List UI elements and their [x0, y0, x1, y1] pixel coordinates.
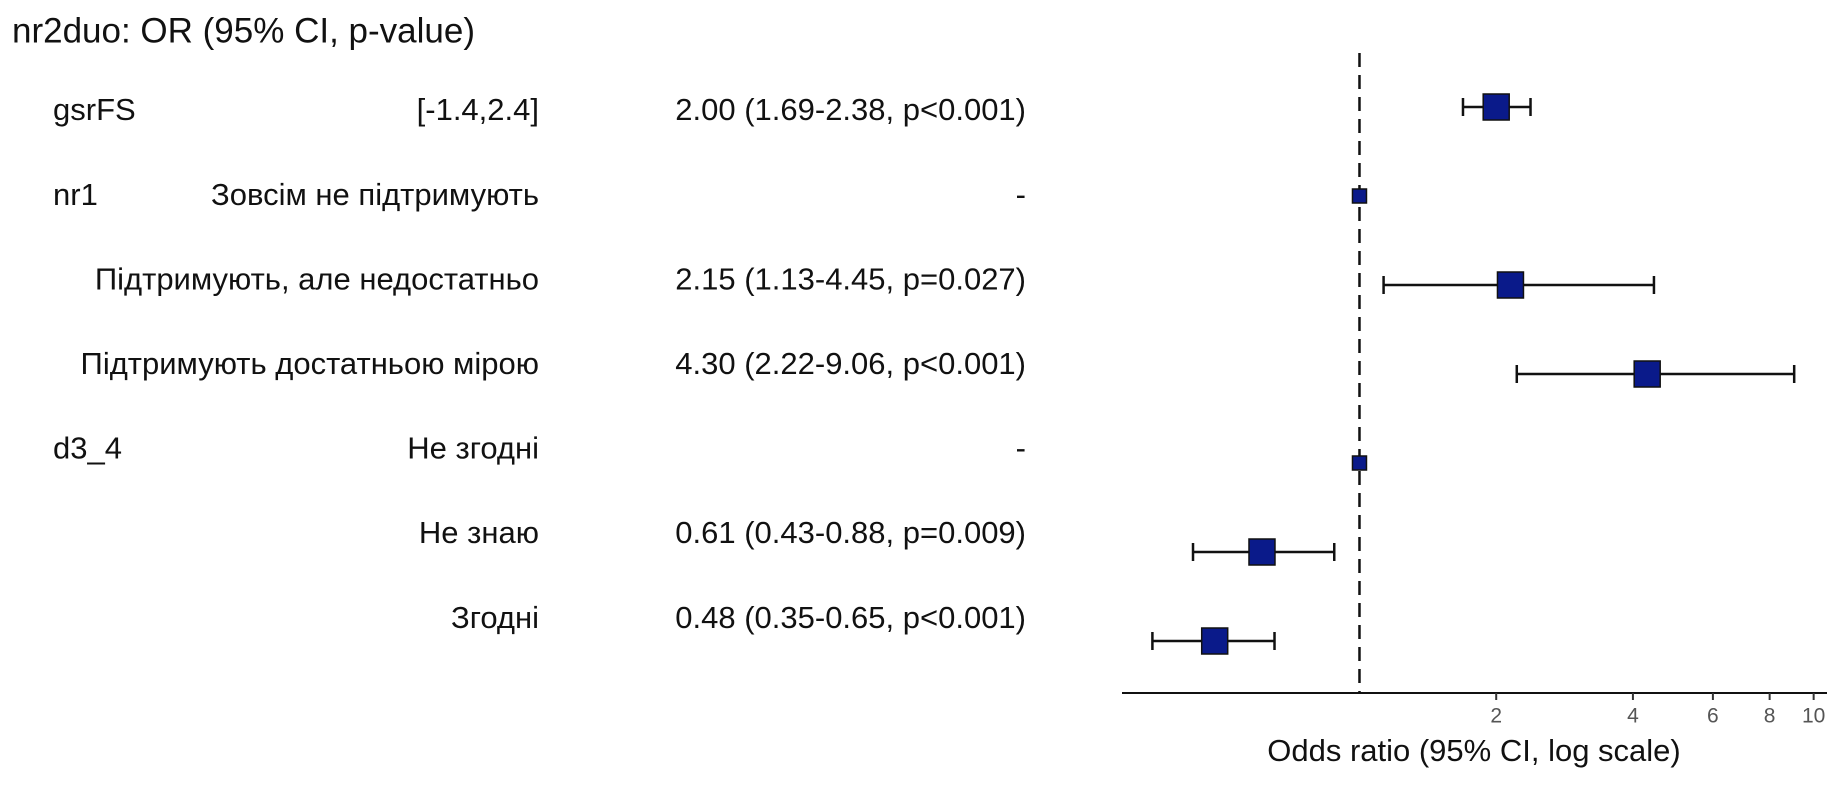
variable-label: nr1 — [53, 177, 98, 212]
x-tick-label: 8 — [1764, 705, 1776, 728]
estimate-square — [1496, 271, 1525, 299]
estimate-label: - — [1016, 431, 1026, 466]
estimate-label: - — [1016, 177, 1026, 212]
x-axis-label: Odds ratio (95% CI, log scale) — [1267, 733, 1681, 768]
estimate-label: 0.61 (0.43-0.88, p=0.009) — [675, 515, 1026, 550]
x-tick-label: 4 — [1627, 705, 1639, 728]
variable-label: d3_4 — [53, 431, 122, 466]
variable-label: gsrFS — [53, 92, 136, 127]
estimate-square — [1633, 360, 1661, 388]
x-tick-label: 10 — [1802, 705, 1825, 728]
estimate-square — [1351, 455, 1368, 471]
level-label: Підтримують, але недостатньо — [95, 261, 539, 296]
estimate-label: 2.15 (1.13-4.45, p=0.027) — [675, 261, 1026, 296]
level-label: Згодні — [451, 600, 539, 635]
level-label: [-1.4,2.4] — [417, 92, 539, 127]
x-tick-label: 6 — [1707, 705, 1719, 728]
level-label: Не згодні — [407, 431, 539, 466]
level-label: Не знаю — [419, 515, 539, 550]
estimate-square — [1248, 538, 1276, 566]
chart-title: nr2duo: OR (95% CI, p-value) — [12, 11, 475, 50]
estimate-square — [1351, 188, 1368, 204]
level-label: Зовсім не підтримують — [211, 177, 539, 212]
x-tick-label: 2 — [1490, 705, 1502, 728]
estimate-label: 0.48 (0.35-0.65, p<0.001) — [675, 600, 1026, 635]
level-label: Підтримують достатньою мірою — [81, 346, 539, 381]
estimate-label: 2.00 (1.69-2.38, p<0.001) — [675, 92, 1026, 127]
estimate-square — [1200, 627, 1229, 655]
estimate-label: 4.30 (2.22-9.06, p<0.001) — [675, 346, 1026, 381]
estimate-square — [1482, 93, 1510, 121]
